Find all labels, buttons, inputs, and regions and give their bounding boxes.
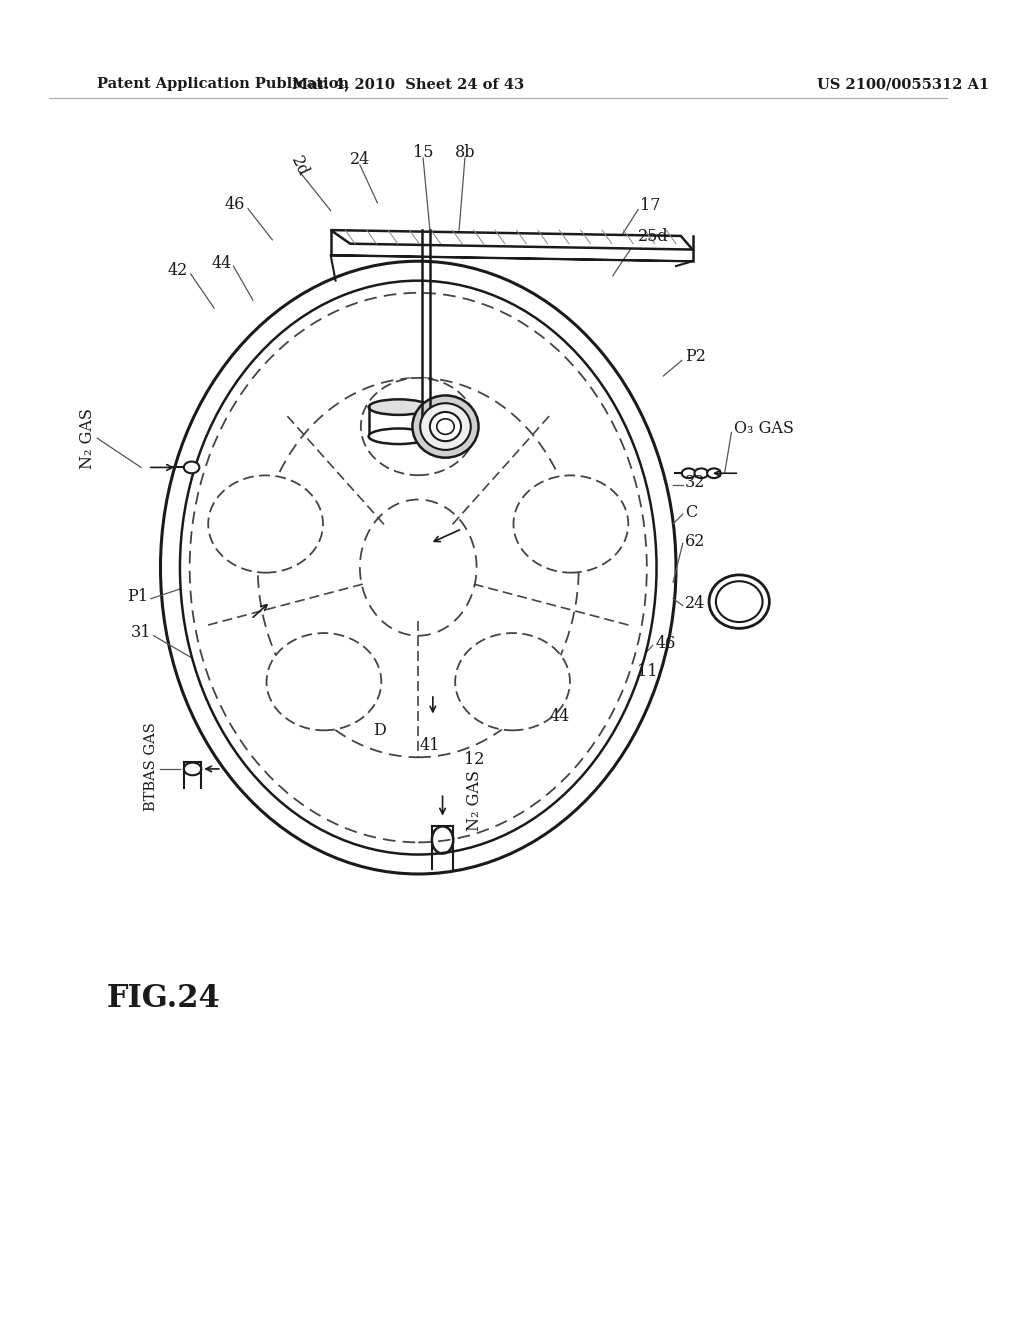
Ellipse shape: [161, 261, 676, 874]
Ellipse shape: [189, 293, 647, 842]
Ellipse shape: [180, 281, 656, 854]
Text: 11: 11: [637, 663, 657, 680]
Text: C: C: [685, 504, 697, 520]
Ellipse shape: [208, 475, 323, 573]
Text: Mar. 4, 2010  Sheet 24 of 43: Mar. 4, 2010 Sheet 24 of 43: [293, 77, 524, 91]
Text: 31: 31: [130, 624, 151, 642]
Ellipse shape: [360, 378, 475, 475]
Ellipse shape: [709, 576, 769, 628]
Text: 46: 46: [655, 635, 676, 652]
Ellipse shape: [369, 400, 429, 414]
Polygon shape: [331, 230, 692, 249]
Ellipse shape: [184, 462, 200, 474]
Ellipse shape: [694, 469, 708, 478]
Text: 44: 44: [549, 708, 569, 725]
Ellipse shape: [420, 403, 471, 450]
Text: 8b: 8b: [455, 144, 475, 161]
Text: 25d: 25d: [638, 228, 669, 246]
Text: BTBAS GAS: BTBAS GAS: [143, 722, 158, 812]
Text: P1: P1: [127, 589, 147, 606]
Ellipse shape: [184, 763, 202, 775]
Text: 24: 24: [685, 595, 705, 612]
Text: 62: 62: [685, 533, 706, 550]
Text: D: D: [373, 722, 386, 738]
Text: N₂ GAS: N₂ GAS: [79, 408, 96, 469]
Text: 42: 42: [168, 263, 187, 280]
Ellipse shape: [413, 396, 478, 458]
Ellipse shape: [682, 469, 695, 478]
Text: 24: 24: [350, 150, 370, 168]
Text: 32: 32: [685, 474, 706, 491]
Text: 46: 46: [224, 197, 245, 214]
Text: N₂ GAS: N₂ GAS: [466, 771, 483, 832]
Text: Patent Application Publication: Patent Application Publication: [97, 77, 349, 91]
Ellipse shape: [456, 634, 570, 730]
Ellipse shape: [359, 499, 476, 636]
Text: 15: 15: [413, 144, 433, 161]
Ellipse shape: [513, 475, 629, 573]
Text: 17: 17: [640, 197, 660, 214]
Text: 2d: 2d: [288, 153, 311, 178]
Text: O₃ GAS: O₃ GAS: [734, 420, 795, 437]
Ellipse shape: [708, 469, 721, 478]
Ellipse shape: [430, 412, 461, 441]
Polygon shape: [331, 255, 692, 261]
Ellipse shape: [258, 378, 579, 758]
Text: 44: 44: [211, 255, 231, 272]
Text: P2: P2: [685, 348, 706, 366]
Text: 12: 12: [465, 751, 484, 768]
Ellipse shape: [266, 634, 381, 730]
Text: FIG.24: FIG.24: [106, 983, 221, 1014]
Ellipse shape: [369, 429, 429, 444]
Text: US 2100/0055312 A1: US 2100/0055312 A1: [817, 77, 989, 91]
Text: 41: 41: [420, 737, 440, 754]
